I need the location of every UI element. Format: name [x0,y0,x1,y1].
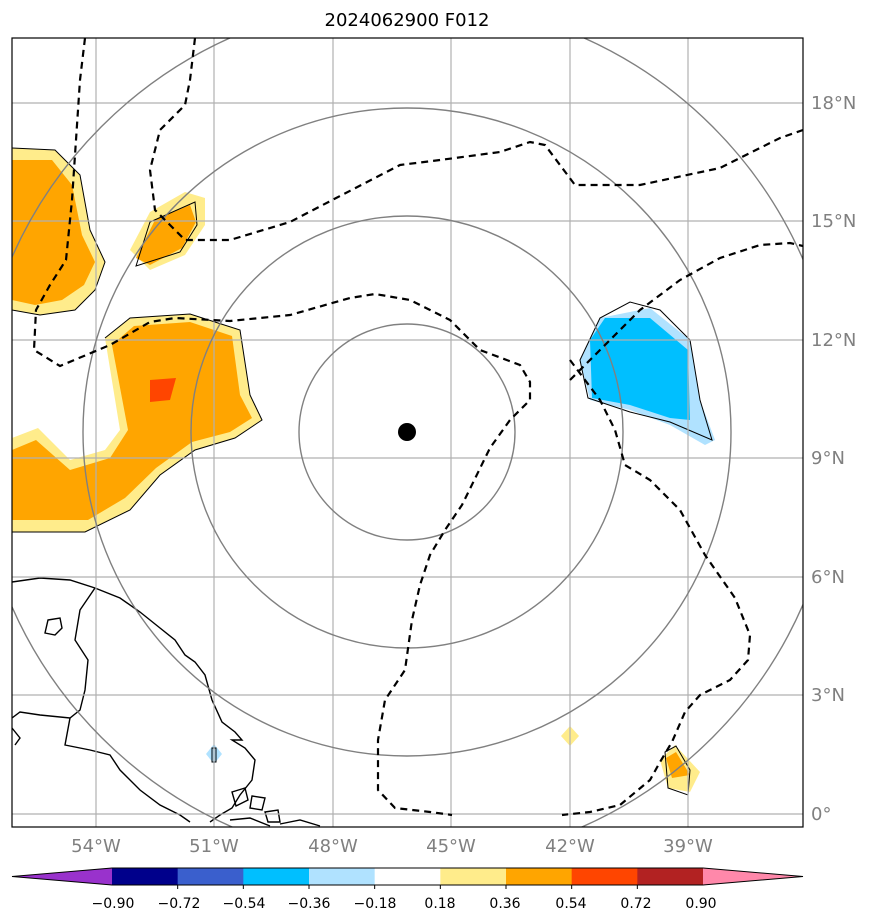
colorbar-extend-high [703,868,803,885]
lat-label: 18°N [811,93,856,114]
colorbar-label: 0.72 [620,896,651,912]
dashed-contour-west [32,38,532,817]
shade-blue-east [590,318,690,420]
range-ring [298,323,516,541]
shade-orange-small [136,205,196,265]
colorbar-label: 0.90 [685,896,716,912]
colorbar-label: −0.72 [158,896,201,912]
positive-anomaly-shading [12,148,700,792]
map-area [12,38,803,827]
lon-label: 51°W [189,836,239,857]
colorbar-segment [571,868,638,885]
colorbar-labels: −0.90 −0.72 −0.54 −0.36 −0.18 0.18 0.36 … [92,896,717,912]
colorbar-label: −0.54 [223,896,266,912]
colorbar-label: −0.18 [354,896,397,912]
colorbar-segment [440,868,507,885]
gridlines [12,38,803,827]
colorbar-segment [637,868,704,885]
colorbar-segment [374,868,441,885]
dashed-contour-north [148,38,803,242]
lon-label: 48°W [308,836,358,857]
anomaly-contours [12,147,713,796]
lat-label: 3°N [811,685,845,706]
lon-label: 45°W [426,836,476,857]
lat-label: 0° [811,804,831,825]
colorbar-label: −0.36 [288,896,331,912]
colorbar-segment [243,868,310,885]
lat-label: 6°N [811,567,845,588]
colorbar-label: 0.18 [424,896,455,912]
shade-red-central [150,378,176,402]
dashed-contour-east [561,359,752,817]
colorbar-extend-low [12,868,112,885]
colorbar-segment [309,868,376,885]
lon-label: 39°W [663,836,713,857]
dashed-contour-east-upper [569,241,803,381]
storm-center-dot [398,423,416,441]
negative-anomaly-shading [206,308,715,764]
shade-orange-central [12,322,252,520]
lon-label: 54°W [71,836,121,857]
colorbar [11,867,804,889]
dashed-contours [32,38,803,817]
lat-tick-labels: 18°N 15°N 12°N 9°N 6°N 3°N 0° [811,93,856,825]
shade-orange-nw [12,160,95,305]
lon-label: 42°W [545,836,595,857]
colorbar-segment [112,868,179,885]
range-ring [82,107,732,757]
coastline [12,577,321,827]
colorbar-outline [11,867,804,886]
colorbar-label: 0.36 [489,896,520,912]
shade-orange-se [666,752,690,778]
lat-label: 15°N [811,211,856,232]
lat-label: 9°N [811,448,845,469]
lon-tick-labels: 54°W 51°W 48°W 45°W 42°W 39°W [71,836,713,857]
colorbar-label: −0.90 [92,896,135,912]
colorbar-segment [506,868,573,885]
lat-label: 12°N [811,330,856,351]
figure-title: 2024062900 F012 [325,10,490,31]
colorbar-label: 0.54 [555,896,586,912]
colorbar-segment [177,868,244,885]
map-frame [11,37,804,828]
